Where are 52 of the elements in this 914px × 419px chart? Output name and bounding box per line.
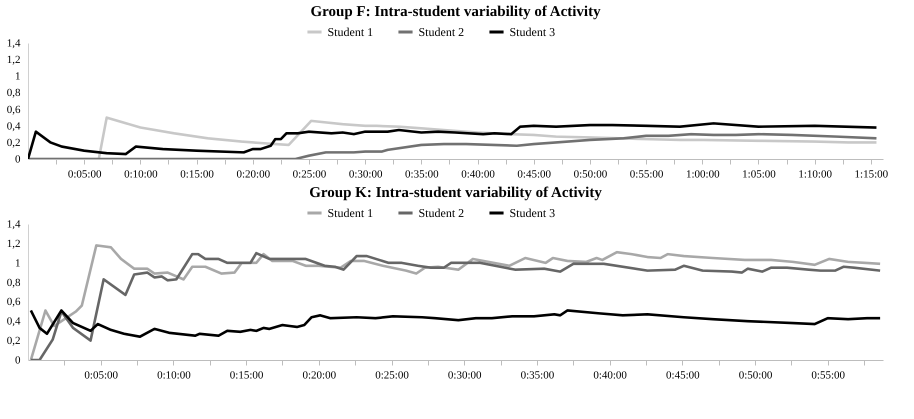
y-tick-label: 0,4 xyxy=(6,120,21,132)
x-tick-label: 1:00:00 xyxy=(686,168,720,180)
x-tick-label: 0:30:00 xyxy=(448,370,482,382)
line-series xyxy=(28,132,878,159)
chart-title: Group F: Intra-student variability of Activity xyxy=(310,4,602,20)
y-tick-label: 0 xyxy=(15,354,21,366)
x-tick-label: 0:25:00 xyxy=(292,168,327,180)
x-tick-label: 0:05:00 xyxy=(68,168,102,180)
x-tick-label: 0:20:00 xyxy=(236,168,271,180)
legend-label: Student 1 xyxy=(328,25,374,39)
line-series xyxy=(30,309,882,338)
y-tick-label: 0,6 xyxy=(6,296,21,308)
y-tick-label: 0,2 xyxy=(6,136,20,149)
y-tick-label: 0,2 xyxy=(6,335,20,348)
y-tick-label: 1,2 xyxy=(6,238,20,250)
x-tick-label: 0:10:00 xyxy=(157,370,192,382)
legend-label: Student 3 xyxy=(510,25,556,39)
x-tick-label: 1:10:00 xyxy=(798,168,832,180)
x-tick-label: 0:10:00 xyxy=(124,168,158,180)
x-tick-label: 0:05:00 xyxy=(84,370,119,382)
x-tick-label: 0:40:00 xyxy=(593,370,628,382)
x-tick-label: 0:30:00 xyxy=(348,168,383,180)
x-tick-label: 0:15:00 xyxy=(180,168,214,180)
y-tick-label: 0,8 xyxy=(6,276,21,289)
x-tick-label: 0:55:00 xyxy=(630,168,664,180)
legend-label: Student 3 xyxy=(510,206,556,220)
x-tick-label: 0:35:00 xyxy=(405,168,440,180)
legend-label: Student 1 xyxy=(328,206,374,220)
y-tick-label: 1,4 xyxy=(6,218,21,230)
y-tick-label: 0,6 xyxy=(6,104,21,116)
x-tick-label: 0:50:00 xyxy=(738,370,773,382)
x-tick-label: 0:45:00 xyxy=(517,168,552,180)
y-tick-label: 1,2 xyxy=(6,54,20,66)
x-tick-label: 0:20:00 xyxy=(302,370,337,382)
y-tick-label: 1 xyxy=(15,257,20,270)
y-tick-label: 0 xyxy=(15,154,21,166)
y-tick-label: 0,8 xyxy=(6,87,21,100)
chart-title: Group K: Intra-student variability of Activity xyxy=(309,185,602,201)
x-tick-label: 1:15:00 xyxy=(854,168,889,180)
x-tick-label: 1:05:00 xyxy=(742,168,776,180)
y-tick-label: 1,4 xyxy=(6,38,21,50)
legend-label: Student 2 xyxy=(418,206,464,220)
x-tick-label: 0:40:00 xyxy=(461,168,496,180)
x-tick-label: 0:55:00 xyxy=(811,370,846,382)
x-tick-label: 0:15:00 xyxy=(230,370,264,382)
legend-label: Student 2 xyxy=(418,25,464,39)
x-tick-label: 0:45:00 xyxy=(666,370,700,382)
x-tick-label: 0:35:00 xyxy=(520,370,555,382)
y-tick-label: 1 xyxy=(15,70,20,83)
x-tick-label: 0:25:00 xyxy=(375,370,410,382)
y-tick-label: 0,4 xyxy=(6,316,21,328)
x-tick-label: 0:50:00 xyxy=(574,168,608,180)
